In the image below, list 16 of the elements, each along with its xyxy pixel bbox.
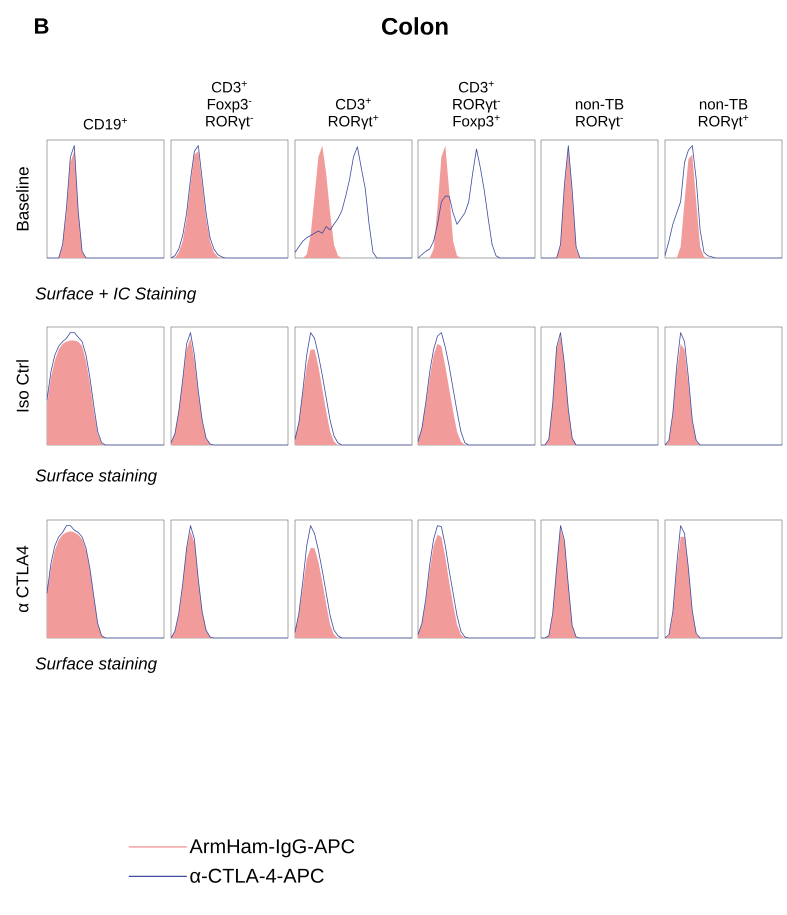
text: Surface + IC Staining [36,287,196,303]
chart-title: non-TB RORγt$^{+}$ [698,99,748,130]
legend-label: ArmHam-IgG-APC [190,839,354,858]
y-axis-title: Iso Ctrl [16,360,29,412]
text: Surface staining [36,657,157,673]
legend-label: α-CTLA-4-APC [190,868,324,883]
y-axis-title: α CTLA4 [16,546,28,612]
chart-title: CD3$^{+}$ RORγt$^{+}$ [328,98,378,130]
chart-title: CD3$^{+}$ RORγt$^{-}$ Foxp3$^{+}$ [453,81,500,130]
chart-title: CD19$^{+}$ [84,118,127,130]
text: Colon [382,17,448,35]
chart-title: non-TB RORγt$^{-}$ [576,99,624,130]
text: B [35,18,48,34]
y-axis-title: Baseline [16,167,29,230]
chart-title: CD3$^{+}$ Foxp3$^{-}$ RORγt$^{-}$ [206,81,254,130]
text: Surface staining [36,469,157,485]
